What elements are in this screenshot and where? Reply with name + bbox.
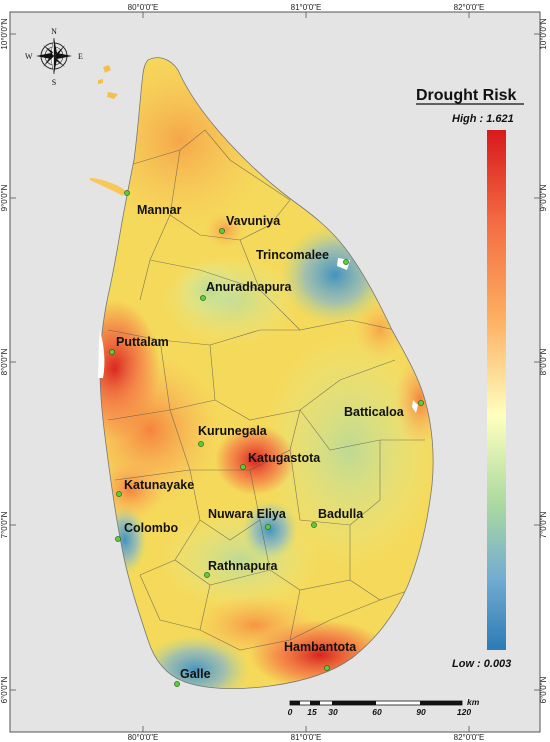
city-marker xyxy=(311,522,317,528)
city-marker xyxy=(116,491,122,497)
compass-w-label: W xyxy=(25,52,33,61)
city-marker xyxy=(200,295,206,301)
city-markers: Mannar Vavuniya Trincomalee Anuradhapura… xyxy=(109,190,424,687)
axis-left-label: 8°0'0"N xyxy=(0,348,9,375)
legend-high-label: High : 1.621 xyxy=(452,113,514,125)
axis-right-labels: 10°0'0"N 9°0'0"N 8°0'0"N 7°0'0"N 6°0'0"N xyxy=(539,18,548,703)
legend-color-ramp xyxy=(487,130,506,650)
city-label: Trincomalee xyxy=(256,248,329,262)
city-marker xyxy=(240,464,246,470)
city-marker xyxy=(115,536,121,542)
city-label: Mannar xyxy=(137,203,182,217)
city-rathnapura: Rathnapura xyxy=(204,559,279,578)
graticule xyxy=(10,12,540,732)
city-marker xyxy=(324,665,330,671)
city-label: Galle xyxy=(180,667,211,681)
legend-low-label: Low : 0.003 xyxy=(452,658,511,670)
scale-label: 0 xyxy=(288,707,293,717)
axis-left-label: 6°0'0"N xyxy=(0,676,9,703)
scale-label: 120 xyxy=(457,707,471,717)
city-badulla: Badulla xyxy=(311,507,364,528)
city-label: Rathnapura xyxy=(208,559,279,573)
city-label: Anuradhapura xyxy=(206,280,292,294)
city-galle: Galle xyxy=(174,667,211,687)
city-label: Badulla xyxy=(318,507,364,521)
axis-left-label: 10°0'0"N xyxy=(0,18,9,49)
city-marker xyxy=(109,349,115,355)
axis-top-labels: 80°0'0"E 81°0'0"E 82°0'0"E xyxy=(128,3,485,12)
city-marker xyxy=(343,259,349,265)
axis-left-label: 7°0'0"N xyxy=(0,511,9,538)
axis-top-label: 81°0'0"E xyxy=(291,3,322,12)
scale-label: 60 xyxy=(372,707,382,717)
city-label: Kurunegala xyxy=(198,424,268,438)
axis-top-label: 82°0'0"E xyxy=(454,3,485,12)
city-katunayake: Katunayake xyxy=(116,478,194,497)
city-mannar: Mannar xyxy=(124,190,182,217)
city-vavuniya: Vavuniya xyxy=(219,214,281,234)
axis-right-label: 7°0'0"N xyxy=(539,511,548,538)
northern-islands xyxy=(90,65,125,196)
city-colombo: Colombo xyxy=(115,521,179,542)
city-marker xyxy=(198,441,204,447)
city-trincomalee: Trincomalee xyxy=(256,248,349,265)
city-marker xyxy=(174,681,180,687)
city-label: Nuwara Eliya xyxy=(208,507,287,521)
scale-unit-label: km xyxy=(467,697,480,707)
city-marker xyxy=(204,572,210,578)
axis-bottom-label: 82°0'0"E xyxy=(454,733,485,742)
axis-bottom-labels: 80°0'0"E 81°0'0"E 82°0'0"E xyxy=(128,733,485,742)
city-anuradhapura: Anuradhapura xyxy=(200,280,292,301)
city-label: Hambantota xyxy=(284,640,357,654)
axis-right-label: 9°0'0"N xyxy=(539,184,548,211)
city-label: Katugastota xyxy=(248,451,321,465)
compass-rose-icon: N S E W xyxy=(25,27,83,87)
scale-bar: 0 15 30 60 90 120 km xyxy=(288,697,480,717)
axis-left-label: 9°0'0"N xyxy=(0,184,9,211)
city-label: Colombo xyxy=(124,521,179,535)
axis-bottom-label: 80°0'0"E xyxy=(128,733,159,742)
city-label: Puttalam xyxy=(116,335,169,349)
city-label: Vavuniya xyxy=(226,214,281,228)
city-katugastota: Katugastota xyxy=(240,451,321,470)
axis-right-label: 10°0'0"N xyxy=(539,18,548,49)
city-marker xyxy=(265,524,271,530)
legend: Drought Risk High : 1.621 Low : 0.003 xyxy=(416,87,524,670)
scale-label: 30 xyxy=(328,707,338,717)
city-puttalam: Puttalam xyxy=(109,335,169,355)
city-marker xyxy=(124,190,130,196)
scale-label: 15 xyxy=(307,707,317,717)
city-marker xyxy=(418,400,424,406)
axis-left-labels: 10°0'0"N 9°0'0"N 8°0'0"N 7°0'0"N 6°0'0"N xyxy=(0,18,9,703)
city-batticaloa: Batticaloa xyxy=(344,400,424,419)
scale-label: 90 xyxy=(416,707,426,717)
city-nuwara-eliya: Nuwara Eliya xyxy=(208,507,287,530)
axis-right-label: 8°0'0"N xyxy=(539,348,548,375)
compass-e-label: E xyxy=(78,52,83,61)
legend-title: Drought Risk xyxy=(416,87,517,104)
city-label: Batticaloa xyxy=(344,405,405,419)
city-label: Katunayake xyxy=(124,478,194,492)
axis-top-label: 80°0'0"E xyxy=(128,3,159,12)
city-marker xyxy=(219,228,225,234)
axis-right-label: 6°0'0"N xyxy=(539,676,548,703)
compass-n-label: N xyxy=(51,27,57,36)
axis-bottom-label: 81°0'0"E xyxy=(291,733,322,742)
compass-s-label: S xyxy=(52,78,56,87)
city-kurunegala: Kurunegala xyxy=(198,424,268,447)
city-hambantota: Hambantota xyxy=(284,640,357,671)
